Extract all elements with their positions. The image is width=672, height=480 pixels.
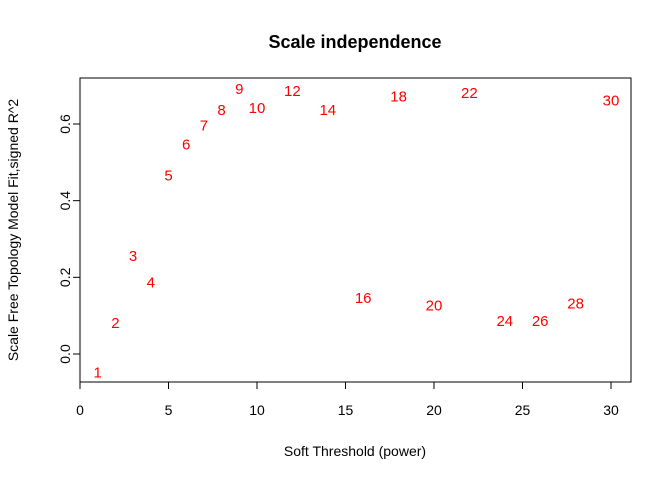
x-tick-label: 25 [515,402,531,418]
y-axis-label: Scale Free Topology Model Fit,signed R^2 [5,99,21,362]
x-tick-label: 5 [165,402,173,418]
x-tick-label: 0 [76,402,84,418]
data-point-label: 14 [319,102,336,119]
y-axis: 0.0 0.2 0.4 0.6 [57,114,81,364]
data-point-label: 26 [532,313,549,330]
y-tick-label: 0.4 [57,191,73,211]
data-point-label: 5 [164,167,172,184]
data-point-label: 24 [496,313,513,330]
y-tick-label: 0.0 [57,344,73,364]
data-point-label: 28 [567,296,584,313]
chart-title: Scale independence [268,32,441,52]
plot-frame [79,77,632,383]
data-point-label: 16 [355,290,372,307]
data-point-label: 2 [111,315,119,332]
data-point-label: 9 [235,81,243,98]
x-axis-label: Soft Threshold (power) [284,443,426,459]
y-tick-label: 0.2 [57,267,73,287]
data-point-label: 30 [603,93,620,110]
x-tick-label: 30 [603,402,619,418]
data-point-label: 20 [426,298,443,315]
data-point-label: 12 [284,83,301,100]
x-tick-label: 20 [426,402,442,418]
x-tick-label: 10 [249,402,265,418]
data-point-label: 6 [182,137,190,154]
data-point-label: 4 [147,275,155,292]
data-point-label: 22 [461,85,478,102]
data-point-label: 3 [129,248,137,265]
x-tick-label: 15 [338,402,354,418]
data-point-label: 7 [200,117,208,134]
data-point-label: 1 [94,365,102,382]
data-point-label: 18 [390,89,407,106]
x-axis: 0 5 10 15 20 25 30 [76,381,619,418]
data-point-label: 8 [217,102,225,119]
y-tick-label: 0.6 [57,114,73,134]
data-point-label: 10 [249,100,266,117]
